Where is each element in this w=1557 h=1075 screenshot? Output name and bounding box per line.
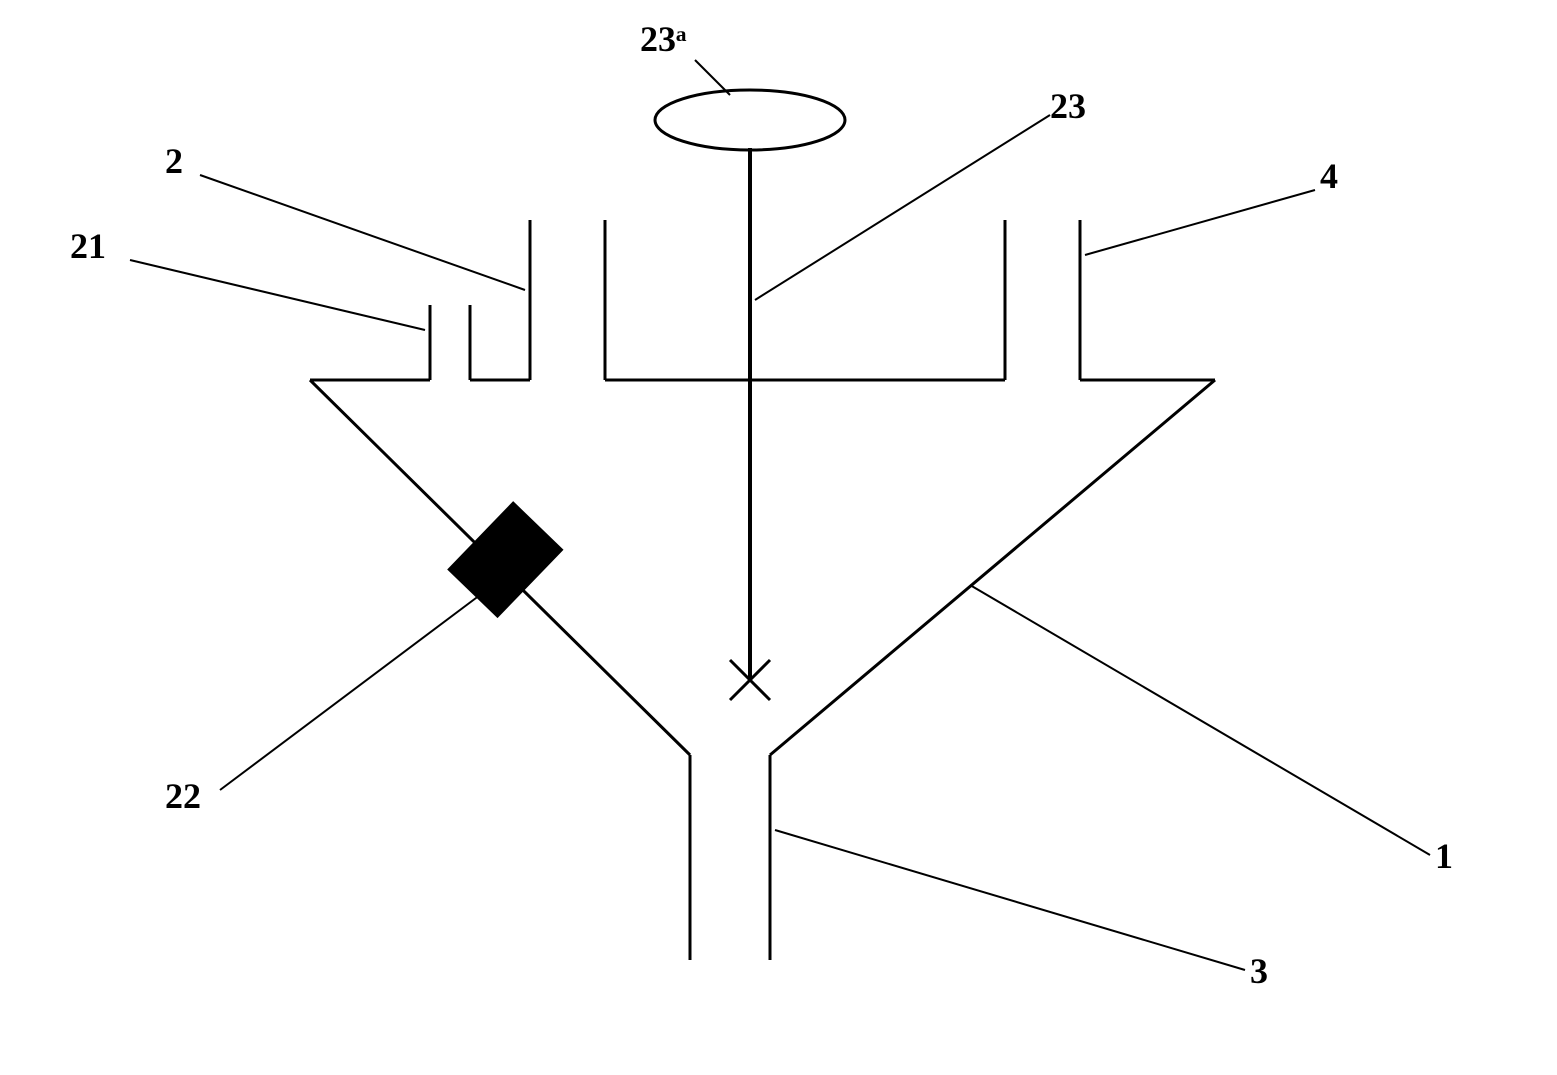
port-2 [530,220,605,380]
label-23-text: 23 [1050,86,1086,126]
label-4-text: 4 [1320,156,1338,196]
label-21-text: 21 [70,226,106,266]
label-4: 4 [1320,155,1338,197]
schematic-diagram: 23ᵃ 23 2 4 21 22 1 3 [0,0,1557,1075]
label-22-text: 22 [165,776,201,816]
sensor-block [447,501,563,618]
label-3: 3 [1250,950,1268,992]
label-23a: 23ᵃ [640,18,687,60]
funnel-body [310,380,1215,960]
port-4 [1005,220,1080,380]
label-23: 23 [1050,85,1086,127]
label-23a-text: 23ᵃ [640,19,687,59]
port-21 [430,305,470,380]
label-1: 1 [1435,835,1453,877]
leader-lines [130,60,1430,970]
label-3-text: 3 [1250,951,1268,991]
label-22: 22 [165,775,201,817]
label-1-text: 1 [1435,836,1453,876]
label-2-text: 2 [165,141,183,181]
label-21: 21 [70,225,106,267]
label-2: 2 [165,140,183,182]
stirrer-handle [655,90,845,150]
